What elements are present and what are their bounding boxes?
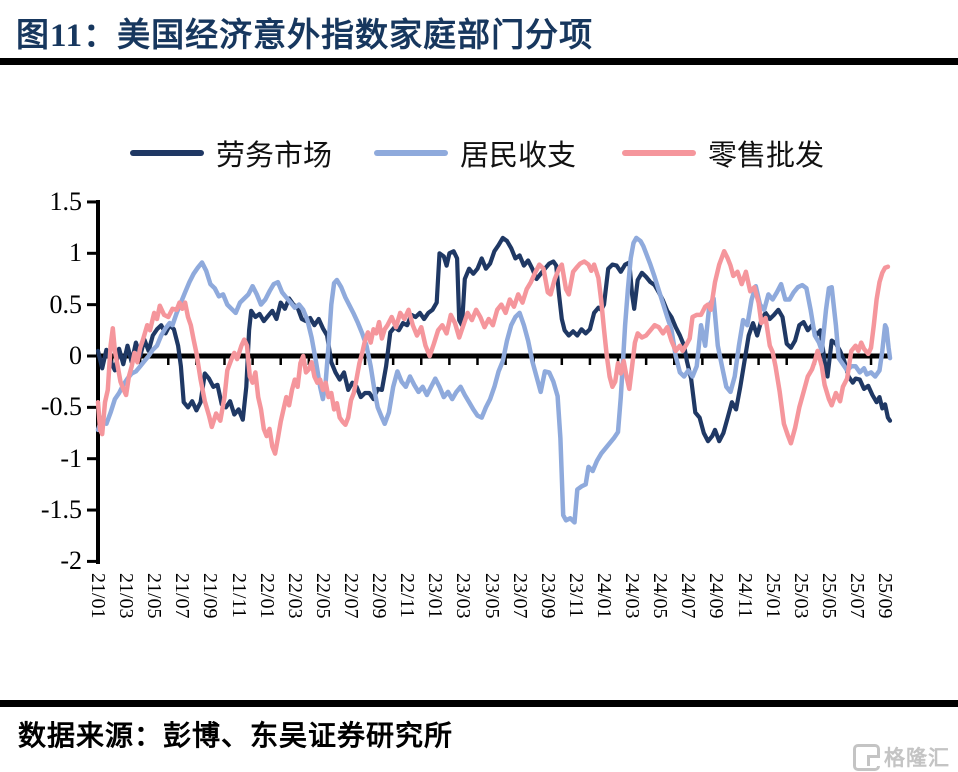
x-axis-label: 23/09 bbox=[536, 573, 559, 619]
top-divider bbox=[0, 58, 958, 65]
legend-label: 居民收支 bbox=[460, 140, 577, 172]
legend-item-household-income: 居民收支 bbox=[374, 135, 577, 172]
y-axis-label: -1 bbox=[60, 443, 82, 473]
legend-label: 零售批发 bbox=[708, 140, 825, 172]
y-axis-label: -1.5 bbox=[40, 495, 82, 525]
watermark-text: 格隆汇 bbox=[884, 746, 950, 770]
x-axis-label: 21/05 bbox=[143, 573, 166, 619]
legend-item-labor-market: 劳务市场 bbox=[130, 135, 333, 172]
x-axis-label: 23/03 bbox=[452, 573, 475, 619]
x-axis-label: 21/07 bbox=[171, 573, 194, 619]
x-axis-label: 24/03 bbox=[621, 573, 644, 619]
legend-line-swatch-lightblue bbox=[374, 150, 448, 156]
chart-legend: 劳务市场 居民收支 零售批发 bbox=[0, 135, 958, 172]
x-axis-label: 22/05 bbox=[311, 573, 334, 619]
series-line-1 bbox=[95, 235, 893, 525]
y-axis-label: 0.5 bbox=[49, 289, 83, 319]
x-axis-label: 21/11 bbox=[227, 573, 250, 618]
x-axis-label: 23/05 bbox=[480, 573, 503, 619]
x-axis-label: 21/09 bbox=[199, 573, 222, 619]
chart-title: 图11：美国经济意外指数家庭部门分项 bbox=[16, 18, 594, 54]
gelonghui-logo-icon bbox=[853, 743, 880, 771]
y-axis-label: -2 bbox=[60, 546, 82, 576]
y-axis-label: 1 bbox=[69, 238, 82, 268]
x-axis-label: 22/09 bbox=[368, 573, 391, 619]
series-line-0 bbox=[95, 235, 893, 444]
data-source-note: 数据来源：彭博、东吴证券研究所 bbox=[18, 721, 454, 752]
x-axis-label: 22/07 bbox=[339, 573, 362, 619]
legend-label: 劳务市场 bbox=[216, 140, 333, 172]
x-axis-label: 22/11 bbox=[396, 573, 419, 618]
legend-item-retail-wholesale: 零售批发 bbox=[622, 135, 825, 172]
legend-line-swatch-pink bbox=[622, 150, 696, 156]
x-axis-label: 22/03 bbox=[283, 573, 306, 619]
x-axis-label: 22/01 bbox=[255, 573, 278, 619]
bottom-divider bbox=[0, 700, 958, 707]
y-axis-label: 1.5 bbox=[49, 186, 83, 216]
x-axis-label: 24/05 bbox=[649, 573, 672, 619]
x-axis-label: 24/07 bbox=[677, 573, 700, 619]
x-axis-label: 25/01 bbox=[761, 573, 784, 619]
x-axis-label: 21/03 bbox=[115, 573, 138, 619]
x-axis-label: 21/01 bbox=[87, 573, 109, 619]
x-axis-label: 24/11 bbox=[733, 573, 756, 618]
x-axis-label: 25/03 bbox=[789, 573, 812, 619]
x-axis-label: 25/07 bbox=[845, 573, 868, 619]
x-axis-label: 25/05 bbox=[817, 573, 840, 619]
x-axis-label: 23/11 bbox=[564, 573, 587, 618]
series-line-2 bbox=[95, 248, 891, 456]
x-axis-label: 24/09 bbox=[705, 573, 728, 619]
x-axis-label: 25/09 bbox=[874, 573, 897, 619]
legend-line-swatch-navy bbox=[130, 150, 204, 156]
y-axis-label: 0 bbox=[69, 341, 82, 370]
gelonghui-watermark: 格隆汇 bbox=[853, 742, 950, 772]
y-axis-label: -0.5 bbox=[40, 392, 82, 422]
x-axis-label: 23/01 bbox=[424, 573, 447, 619]
x-axis-label: 24/01 bbox=[592, 573, 615, 619]
x-axis-label: 23/07 bbox=[508, 573, 531, 619]
